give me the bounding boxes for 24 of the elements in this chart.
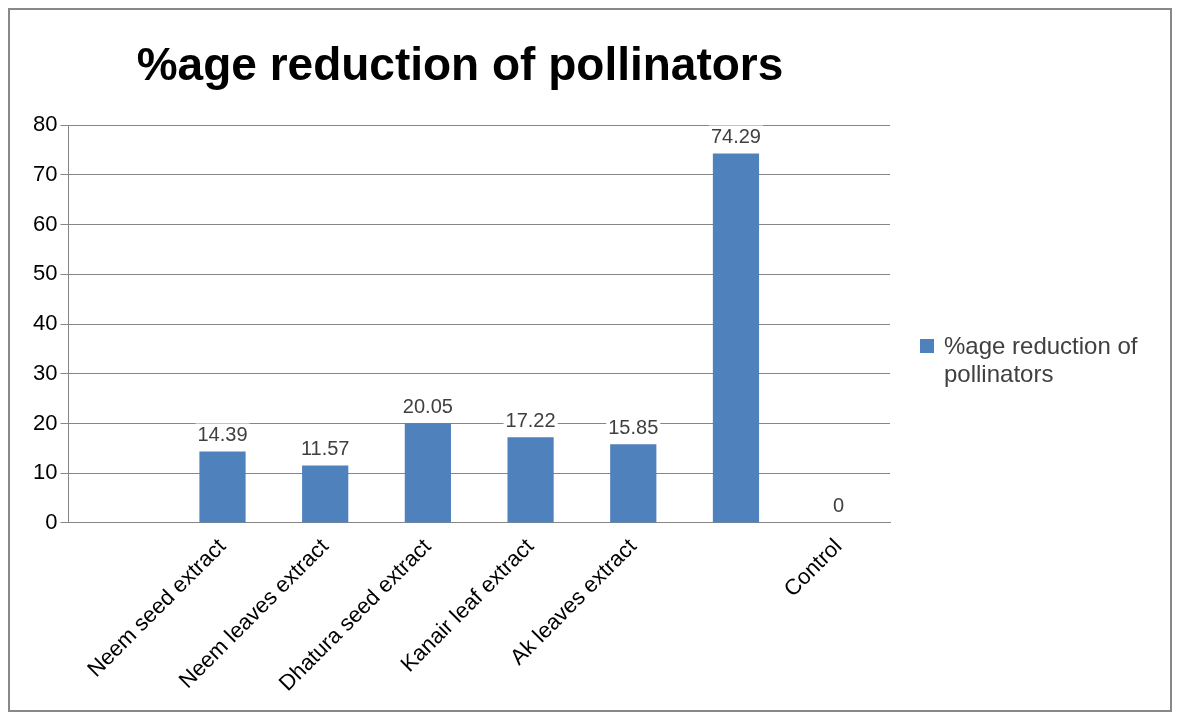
chart-title: %age reduction of pollinators: [136, 38, 784, 91]
data-label: 17.22: [505, 408, 556, 431]
bar: [199, 451, 246, 523]
bar: [507, 437, 554, 523]
legend-label: %age reduction of pollinators: [944, 332, 1139, 388]
data-label: 15.85: [608, 415, 659, 438]
y-tick-label: 20: [32, 409, 58, 435]
data-label: 14.39: [197, 422, 248, 445]
bar: [610, 444, 657, 523]
bar: [302, 465, 349, 523]
data-label: 0: [833, 494, 845, 517]
y-tick-label: 70: [32, 160, 58, 186]
bar: [712, 153, 760, 523]
data-label: 11.57: [300, 436, 350, 459]
y-tick-label: 10: [32, 459, 58, 485]
y-tick-label: 0: [45, 508, 58, 534]
data-label: 74.29: [710, 125, 761, 148]
data-label: 20.05: [402, 394, 453, 417]
y-tick-label: 30: [32, 359, 58, 385]
y-tick-label: 50: [32, 260, 58, 286]
bar: [404, 423, 451, 523]
y-tick-label: 60: [32, 210, 58, 236]
y-tick-label: 40: [32, 310, 58, 336]
y-tick-label: 80: [32, 111, 58, 137]
